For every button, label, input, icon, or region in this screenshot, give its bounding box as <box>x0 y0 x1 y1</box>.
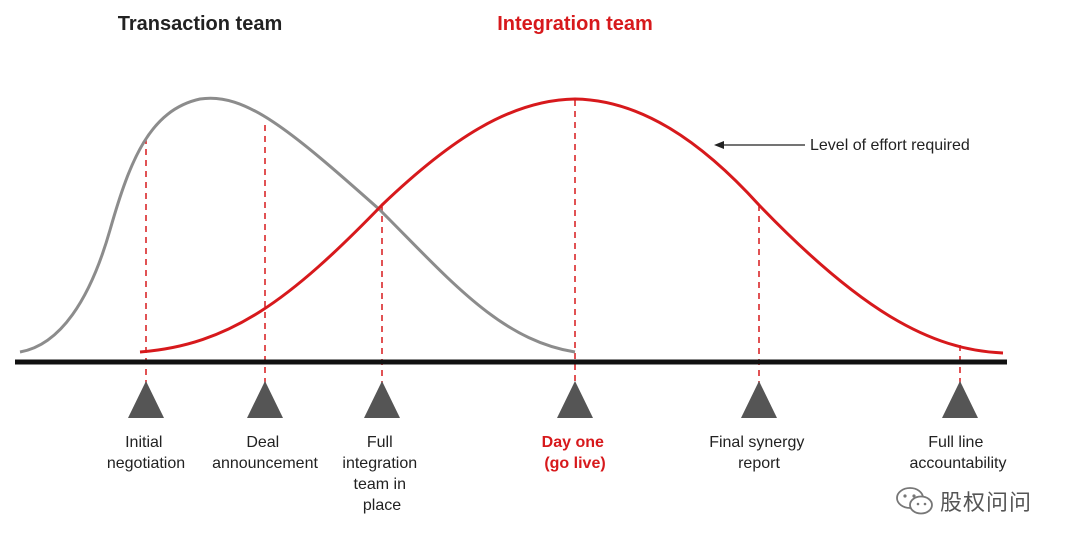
effort-annotation: Level of effort required <box>714 137 970 154</box>
milestone-marker-icon <box>128 381 164 418</box>
watermark-text: 股权问问 <box>940 491 1033 516</box>
milestone-marker-icon <box>741 381 777 418</box>
effort-label: Level of effort required <box>810 137 970 154</box>
milestone-marker-icon <box>557 381 593 418</box>
integration-team-curve <box>139 97 1004 355</box>
milestone-guides <box>145 100 961 385</box>
integration-team-title: Integration team <box>497 13 653 35</box>
milestone-marker-icon <box>942 381 978 418</box>
milestone-label: Initial negotiation <box>107 434 185 472</box>
arrow-left-icon <box>714 141 724 149</box>
milestone-labels: Initial negotiation Deal announcement Fu… <box>107 434 1007 514</box>
milestone-markers <box>128 381 978 418</box>
milestone-marker-icon <box>364 381 400 418</box>
milestone-label-day-one: Day one (go live) <box>542 434 609 472</box>
milestone-label: Final synergy report <box>709 434 809 472</box>
milestone-label: Full integration team in place <box>342 434 421 514</box>
milestone-label: Deal announcement <box>212 434 318 472</box>
transaction-team-curve <box>19 96 576 354</box>
milestone-marker-icon <box>247 381 283 418</box>
milestone-label: Full line accountability <box>910 434 1007 472</box>
transaction-team-title: Transaction team <box>118 13 283 35</box>
wechat-icon <box>896 487 933 515</box>
